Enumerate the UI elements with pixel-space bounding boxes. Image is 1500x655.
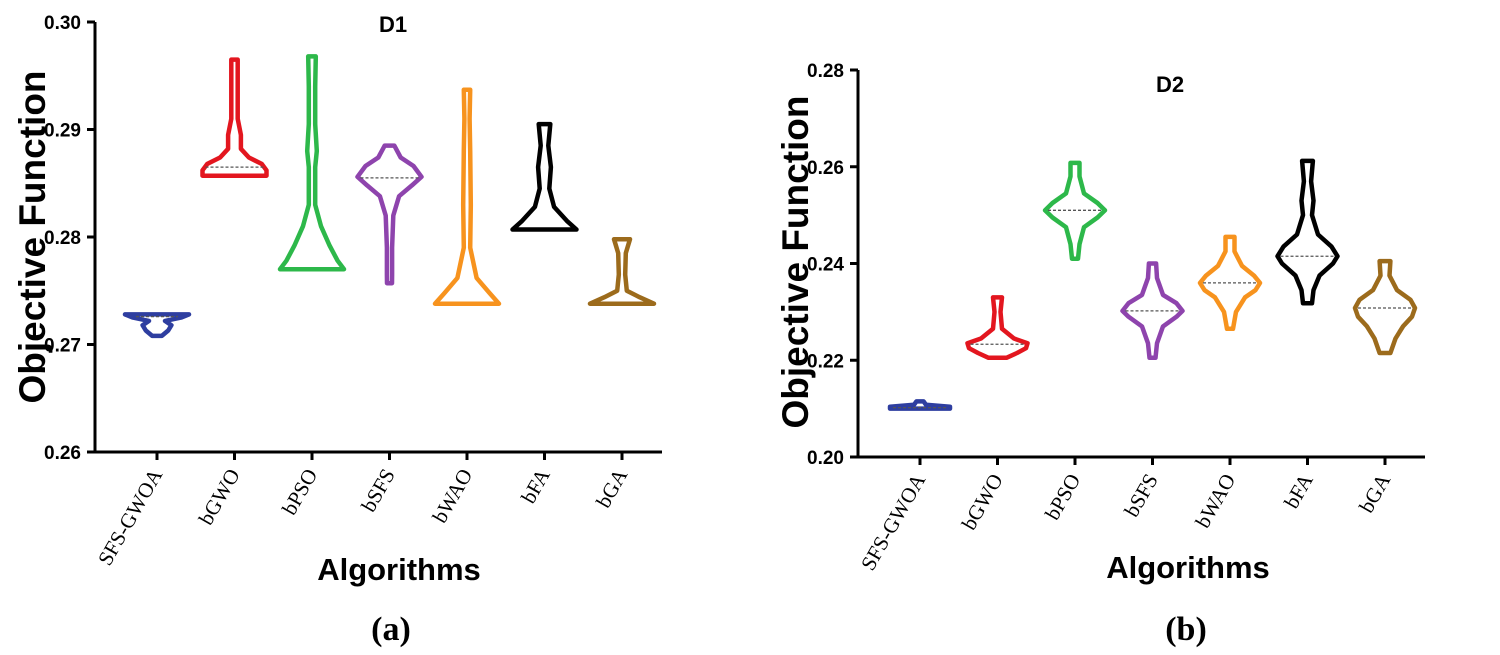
x-tick-label: bGWO xyxy=(957,470,1008,535)
y-tick-label: 0.22 xyxy=(807,351,844,372)
y-axis-title: Objective Function xyxy=(775,95,816,428)
y-tick-label: 0.24 xyxy=(807,255,844,276)
x-tick-label: bGA xyxy=(591,464,633,512)
x-tick-label: bSFS xyxy=(356,465,400,516)
violin-bgwo xyxy=(200,57,269,178)
violin-bfa xyxy=(1275,158,1340,306)
violin-sfs-gwoa xyxy=(122,312,192,339)
y-tick-label: 0.30 xyxy=(44,13,81,34)
x-tick-label: SFS-GWOA xyxy=(93,464,168,570)
panel-label: (b) xyxy=(1165,611,1207,648)
y-tick-label: 0.26 xyxy=(807,158,844,179)
y-tick-label: 0.28 xyxy=(44,228,81,249)
x-tick-label: bFA xyxy=(516,464,555,508)
x-tick-label: SFS-GWOA xyxy=(856,469,931,575)
panel-label: (a) xyxy=(371,611,411,648)
chart-panel-1: 0.26 0.27 0.28 0.29 0.30 SFS-GWOA bGWO bPSO bSFS… xyxy=(12,12,662,648)
x-tick-label: bFA xyxy=(1279,469,1318,513)
x-axis-title: Algorithms xyxy=(317,552,481,587)
x-tick-label: bGA xyxy=(1354,469,1396,517)
y-tick-label: 0.20 xyxy=(807,448,844,469)
y-tick-label: 0.27 xyxy=(44,336,81,357)
y-axis-title: Objective Function xyxy=(12,70,53,403)
violin-bgwo xyxy=(965,295,1030,361)
x-tick-label: bPSO xyxy=(277,465,322,519)
x-tick-label: bGWO xyxy=(194,465,245,530)
chart-title: D1 xyxy=(379,12,407,37)
violin-bpso xyxy=(277,54,347,272)
violin-bfa xyxy=(510,121,579,232)
y-tick-label: 0.28 xyxy=(807,61,844,82)
chart-panel-2: 0.20 0.22 0.24 0.26 0.28 SFS-GWOA bGWO bPSO bSFS… xyxy=(775,61,1425,648)
violin-bga xyxy=(1352,258,1418,356)
x-tick-label: bWAO xyxy=(427,465,477,528)
y-tick-label: 0.29 xyxy=(44,121,81,142)
x-tick-label: bPSO xyxy=(1040,470,1085,524)
x-tick-label: bWAO xyxy=(1190,470,1240,533)
violin-sfs-gwoa xyxy=(887,399,953,411)
x-tick-label: bSFS xyxy=(1119,470,1163,521)
chart-title: D2 xyxy=(1156,72,1184,97)
violin-bga xyxy=(587,236,657,306)
y-tick-label: 0.26 xyxy=(44,443,81,464)
violin-bwao xyxy=(432,87,502,306)
violin-bsfs xyxy=(355,143,424,286)
x-axis-title: Algorithms xyxy=(1106,550,1270,585)
